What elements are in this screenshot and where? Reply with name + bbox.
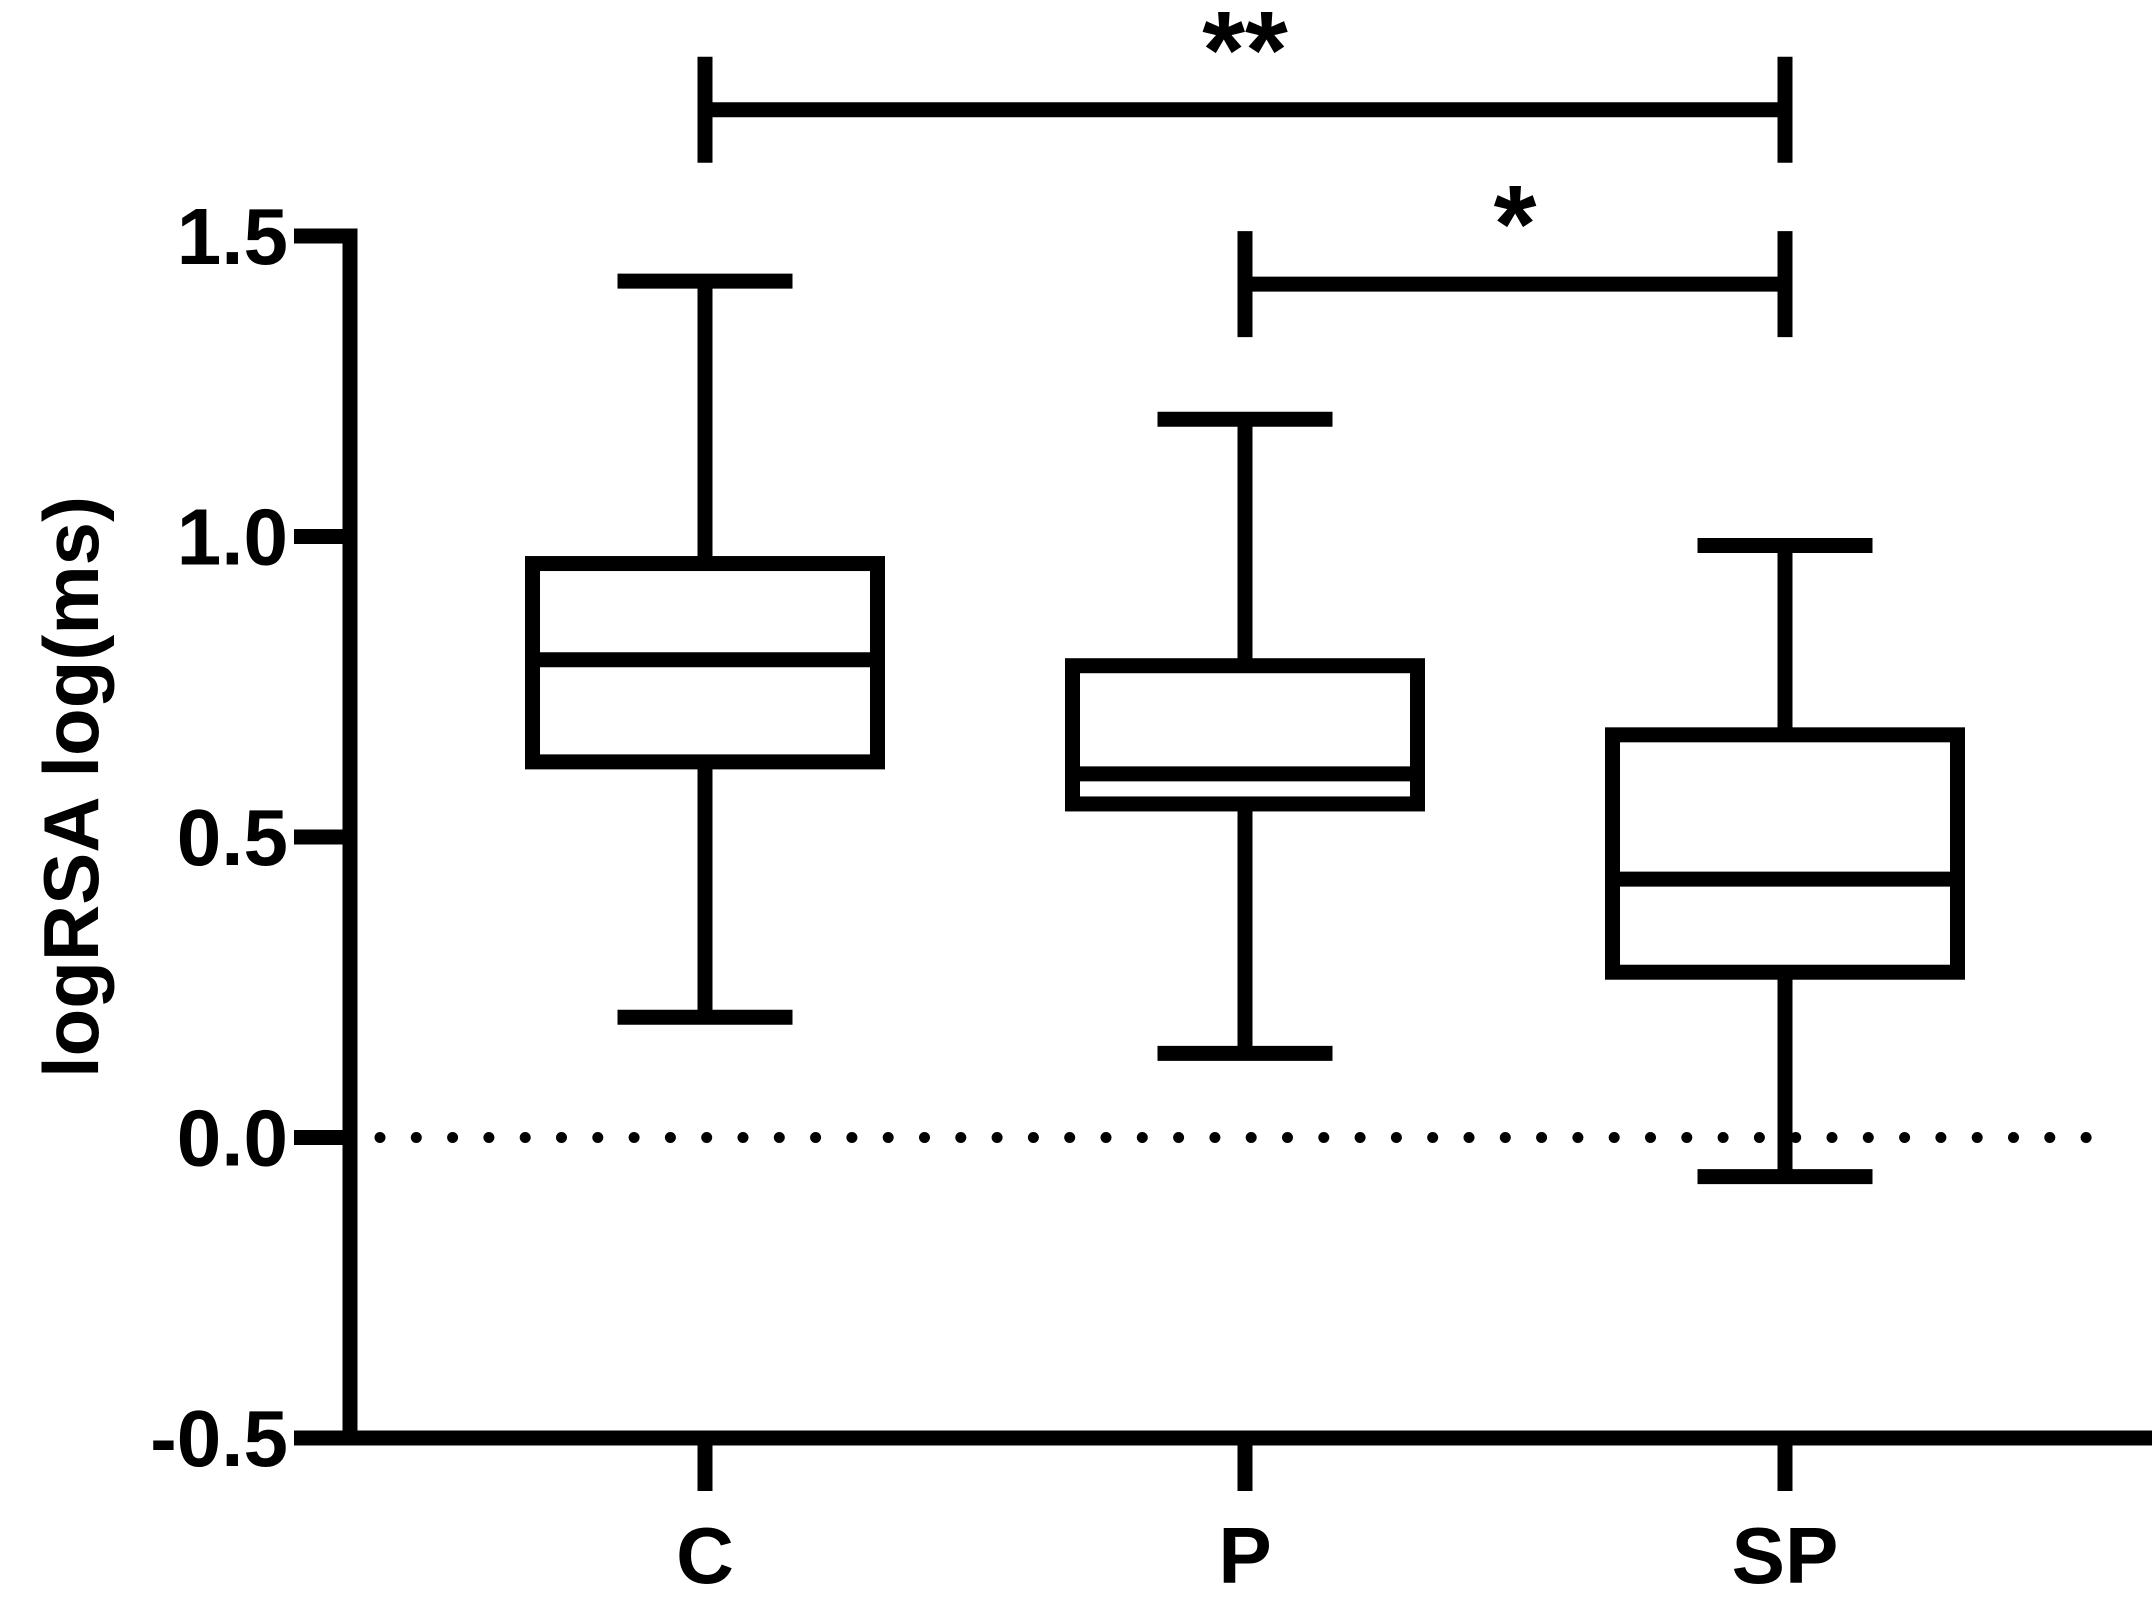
box-p [1065,411,1425,1061]
x-tick-label: P [1218,1511,1271,1592]
x-tick-label: C [676,1511,734,1592]
significance-layer: *** [697,0,1793,338]
significance-bracket: * [1237,163,1793,338]
box-sp [1605,538,1965,1185]
y-tick-label: 1.0 [177,493,288,582]
y-tick-label: 0.0 [177,1094,288,1183]
y-tick-label: -0.5 [150,1394,288,1483]
iqr-box [1065,658,1425,812]
y-tick-label: 0.5 [177,793,288,882]
y-axis-label: logRSA log(ms) [27,496,115,1078]
significance-bracket: ** [697,0,1793,163]
x-tick-label: SP [1732,1511,1839,1592]
significance-label: ** [1202,0,1288,112]
axes-layer: 1.5 1.0 0.5 0.0 -0.5 C P SP [150,192,2152,1597]
y-tick-label: 1.5 [177,192,288,281]
iqr-box [1605,727,1965,980]
significance-label: * [1494,163,1537,286]
box-c [525,273,885,1025]
boxes-layer [525,273,1965,1185]
